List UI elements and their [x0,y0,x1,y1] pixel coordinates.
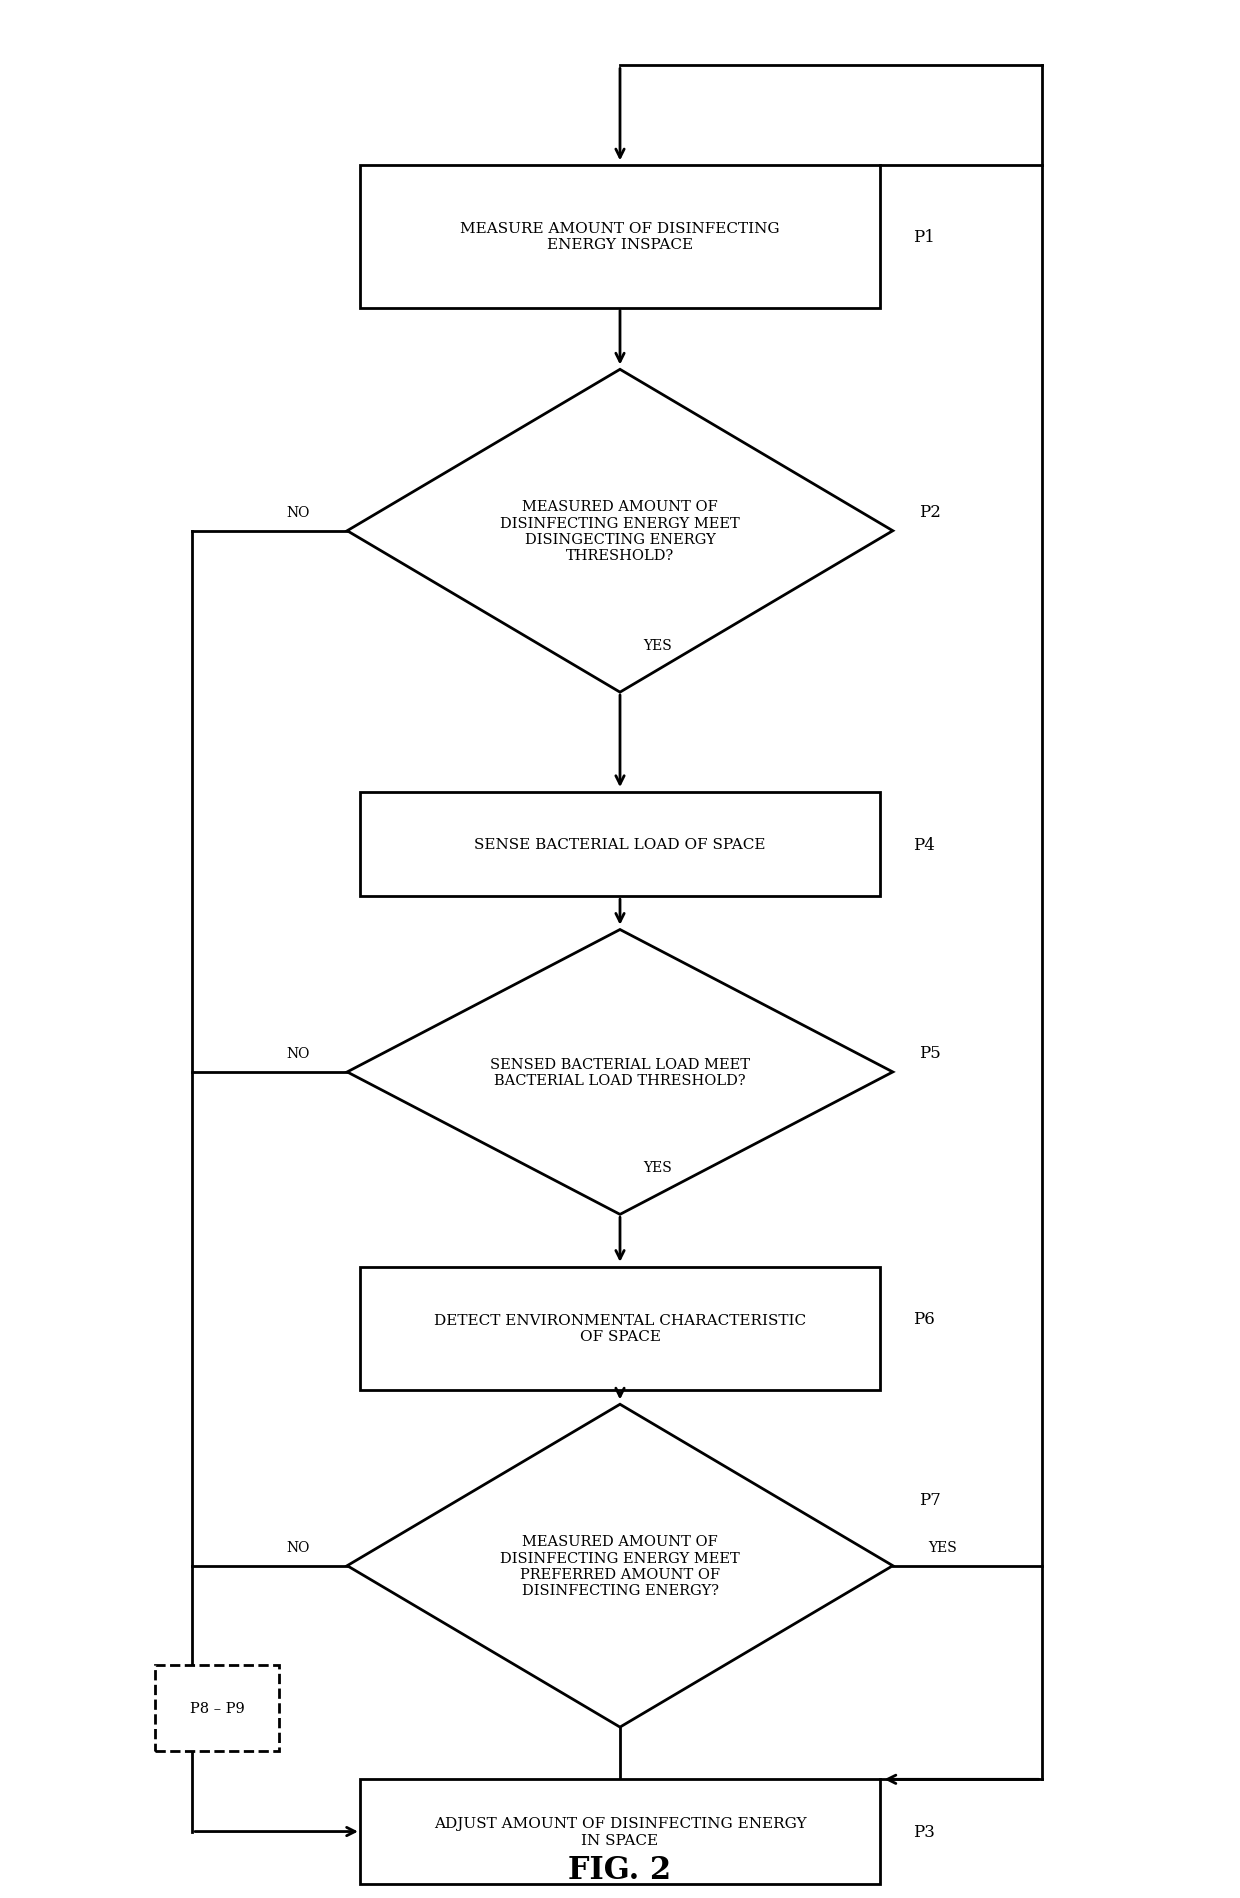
Text: ADJUST AMOUNT OF DISINFECTING ENERGY
IN SPACE: ADJUST AMOUNT OF DISINFECTING ENERGY IN … [434,1816,806,1847]
Text: P5: P5 [919,1046,941,1061]
Text: YES: YES [642,638,672,653]
Text: P1: P1 [913,230,935,245]
Text: P6: P6 [913,1312,935,1327]
Text: NO: NO [286,1539,309,1554]
Text: SENSED BACTERIAL LOAD MEET
BACTERIAL LOAD THRESHOLD?: SENSED BACTERIAL LOAD MEET BACTERIAL LOA… [490,1057,750,1088]
FancyBboxPatch shape [360,1268,880,1389]
Text: SENSE BACTERIAL LOAD OF SPACE: SENSE BACTERIAL LOAD OF SPACE [474,837,766,852]
Text: MEASURE AMOUNT OF DISINFECTING
ENERGY INSPACE: MEASURE AMOUNT OF DISINFECTING ENERGY IN… [460,222,780,252]
FancyBboxPatch shape [155,1666,279,1750]
Text: P8 – P9: P8 – P9 [190,1701,244,1716]
FancyBboxPatch shape [360,165,880,307]
Text: YES: YES [928,1539,957,1554]
FancyBboxPatch shape [360,1780,880,1883]
Text: MEASURED AMOUNT OF
DISINFECTING ENERGY MEET
PREFERRED AMOUNT OF
DISINFECTING ENE: MEASURED AMOUNT OF DISINFECTING ENERGY M… [500,1535,740,1596]
Text: NO: NO [286,505,309,520]
Polygon shape [347,370,893,693]
Text: DETECT ENVIRONMENTAL CHARACTERISTIC
OF SPACE: DETECT ENVIRONMENTAL CHARACTERISTIC OF S… [434,1313,806,1344]
Polygon shape [347,930,893,1215]
Text: YES: YES [642,1160,672,1175]
Text: P2: P2 [919,505,941,520]
Text: P3: P3 [913,1824,935,1839]
FancyBboxPatch shape [360,791,880,896]
Text: P7: P7 [919,1492,941,1507]
Text: MEASURED AMOUNT OF
DISINFECTING ENERGY MEET
DISINGECTING ENERGY
THRESHOLD?: MEASURED AMOUNT OF DISINFECTING ENERGY M… [500,501,740,562]
Text: NO: NO [286,1046,309,1061]
Text: P4: P4 [913,837,935,852]
Text: FIG. 2: FIG. 2 [568,1854,672,1885]
Polygon shape [347,1405,893,1727]
